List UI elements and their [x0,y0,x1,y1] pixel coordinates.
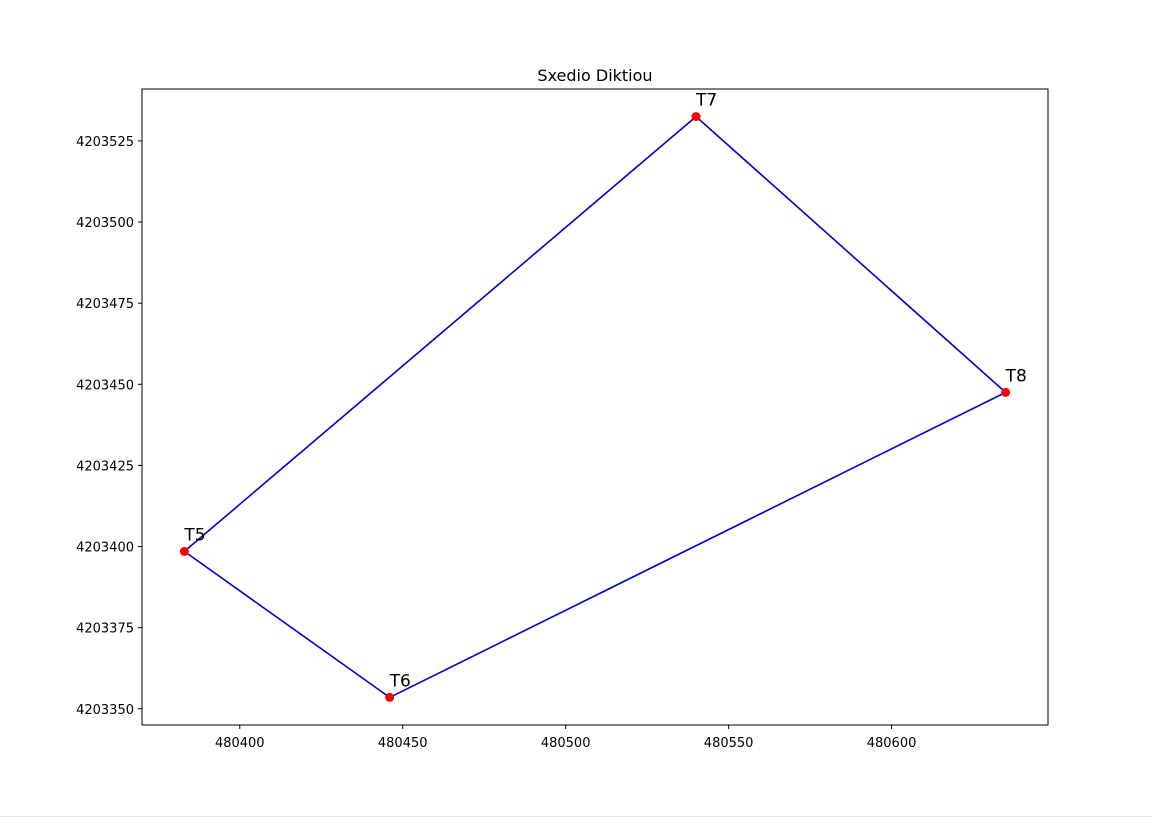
point-label-t7: T7 [695,91,717,111]
segment-t7-t5 [183,115,697,553]
y-tick-label: 4203500 [76,216,134,231]
x-tick-label: 480500 [541,736,591,751]
polygon-lines [183,115,1007,699]
y-tick-label: 4203350 [76,703,134,718]
segment-t8-t7 [695,115,1007,393]
x-tick-label: 480550 [704,736,754,751]
x-tick-label: 480450 [378,736,428,751]
x-tick-label: 480400 [215,736,265,751]
point-label-t6: T6 [389,671,411,691]
x-tick-label: 480600 [867,736,917,751]
point-label-t5: T5 [183,525,205,545]
point-label-t8: T8 [1005,366,1027,386]
y-axis: 4203350 4203375 4203400 4203425 4203450 42034… [76,135,142,718]
point-markers [179,112,1011,702]
y-tick-label: 4203425 [76,459,134,474]
y-tick-label: 4203475 [76,297,134,312]
x-axis: 480400 480450 480500 480550 480600 [215,725,916,751]
point-marker-t7 [691,112,701,122]
bottom-divider [0,816,1152,817]
plot-area [141,88,1049,726]
y-tick-label: 4203400 [76,541,134,556]
segment-t6-t8 [389,391,1006,699]
point-marker-t6 [385,692,395,702]
y-tick-label: 4203375 [76,622,134,637]
chart-title: Sxedio Diktiou [537,66,652,85]
point-labels: T5 T6 T8 T7 [183,91,1026,692]
y-tick-label: 4203525 [76,135,134,150]
point-marker-t5 [179,546,189,556]
segment-t5-t6 [183,550,391,699]
point-marker-t8 [1001,387,1011,397]
y-tick-label: 4203450 [76,378,134,393]
